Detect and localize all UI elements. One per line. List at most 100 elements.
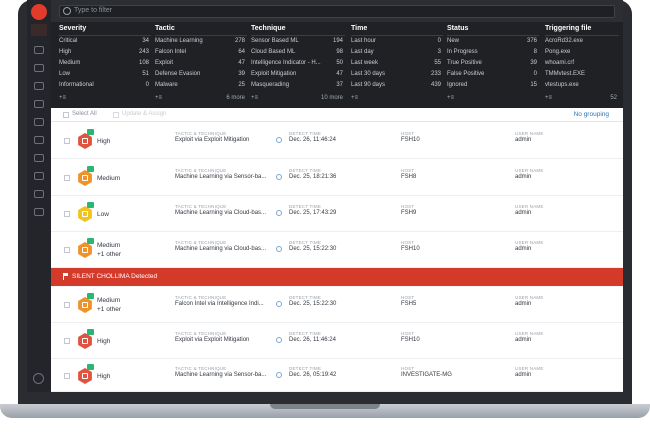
- falcon-logo-icon[interactable]: [31, 4, 47, 20]
- detection-row[interactable]: High TACTIC & TECHNIQUE Machine Learning v…: [51, 359, 623, 392]
- update-assign-button[interactable]: Update & Assign: [122, 111, 167, 117]
- facet-item[interactable]: Pong.exe: [545, 49, 571, 55]
- assign-checkbox[interactable]: [113, 112, 119, 118]
- tactic-value[interactable]: Machine Learning via Cloud-bas...: [175, 246, 267, 252]
- tactic-value[interactable]: Machine Learning via Sensor-ba...: [175, 174, 267, 180]
- facet-item[interactable]: Machine Learning 278: [155, 38, 245, 44]
- facet-item[interactable]: Ignored 15: [447, 82, 537, 88]
- facet-item[interactable]: Falcon Intel 64: [155, 49, 245, 55]
- facet-item[interactable]: True Positive 39: [447, 60, 537, 66]
- info-icon[interactable]: [276, 372, 282, 378]
- chart-nav-icon[interactable]: [34, 100, 44, 108]
- detection-row[interactable]: High TACTIC & TECHNIQUE Exploit via Exploi…: [51, 323, 623, 359]
- time-label: DETECT TIME: [289, 204, 322, 209]
- row-checkbox[interactable]: [64, 247, 70, 253]
- tactic-value[interactable]: Machine Learning via Sensor-ba...: [175, 372, 267, 378]
- facet-item[interactable]: Masquerading 37: [251, 82, 343, 88]
- search-nav-icon[interactable]: [34, 46, 44, 54]
- detection-row[interactable]: Low TACTIC & TECHNIQUE Machine Learning vi…: [51, 196, 623, 232]
- info-icon[interactable]: [276, 210, 282, 216]
- host-value[interactable]: FSH8: [401, 174, 417, 180]
- detection-row[interactable]: Medium +1 other TACTIC & TECHNIQUE Machine …: [51, 232, 623, 268]
- monitor-nav-icon[interactable]: [34, 64, 44, 72]
- facet-item[interactable]: Exploit 47: [155, 60, 245, 66]
- facet-item[interactable]: Critical 34: [59, 38, 149, 44]
- facet-item[interactable]: vtestups.exe: [545, 82, 579, 88]
- facet-item[interactable]: Exploit Mitigation 47: [251, 71, 343, 77]
- add-filter-button[interactable]: +≡: [59, 95, 67, 101]
- facet-panel: Severity Critical 34 High 243 Medium 108 Lo…: [51, 22, 623, 108]
- host-value[interactable]: FSH10: [401, 246, 420, 252]
- info-icon[interactable]: [276, 174, 282, 180]
- facet-item[interactable]: In Progress 8: [447, 49, 537, 55]
- filters-nav-icon[interactable]: [34, 82, 44, 90]
- user-account-icon[interactable]: [33, 373, 44, 384]
- stack-nav-icon[interactable]: [34, 208, 44, 216]
- facet-item[interactable]: Defense Evasion 39: [155, 71, 245, 77]
- facet-item[interactable]: TMMvtest.EXE: [545, 71, 586, 77]
- info-icon[interactable]: [276, 246, 282, 252]
- host-value[interactable]: FSH10: [401, 337, 420, 343]
- facet-item[interactable]: Intelligence Indicator - H... 50: [251, 60, 343, 66]
- tactic-label: TACTIC & TECHNIQUE: [175, 331, 227, 336]
- host-value[interactable]: FSH5: [401, 301, 417, 307]
- facet-item[interactable]: whoami.crf: [545, 60, 575, 66]
- host-value[interactable]: INVESTIGATE-MG: [401, 372, 452, 378]
- facet-item[interactable]: High 243: [59, 49, 149, 55]
- row-checkbox[interactable]: [64, 302, 70, 308]
- facet-item[interactable]: Informational 0: [59, 82, 149, 88]
- facet-item[interactable]: Low 51: [59, 71, 149, 77]
- facet-item[interactable]: Last week 55: [351, 60, 441, 66]
- add-filter-button[interactable]: +≡: [447, 95, 455, 101]
- facet-item[interactable]: False Positive 0: [447, 71, 537, 77]
- facet-item[interactable]: Last hour 0: [351, 38, 441, 44]
- user-value: admin: [515, 246, 532, 252]
- select-all-label[interactable]: Select All: [72, 111, 97, 117]
- grouping-dropdown[interactable]: No grouping: [573, 111, 609, 118]
- facet-title: Status: [447, 25, 539, 36]
- time-value: Dec. 26, 11:46:24: [289, 337, 336, 343]
- select-all-checkbox[interactable]: [63, 112, 69, 118]
- alert-banner[interactable]: SILENT CHOLLIMA Detected: [51, 268, 623, 286]
- network-nav-icon[interactable]: [34, 172, 44, 180]
- list-nav-icon[interactable]: [34, 118, 44, 126]
- facet-item[interactable]: Cloud Based ML 98: [251, 49, 343, 55]
- row-checkbox[interactable]: [64, 338, 70, 344]
- facet-item[interactable]: Last 30 days 233: [351, 71, 441, 77]
- facet-item[interactable]: Malware 25: [155, 82, 245, 88]
- tactic-label: TACTIC & TECHNIQUE: [175, 168, 227, 173]
- info-icon[interactable]: [276, 337, 282, 343]
- tactic-value[interactable]: Machine Learning via Cloud-bas...: [175, 210, 267, 216]
- facet-item[interactable]: Medium 108: [59, 60, 149, 66]
- hierarchy-nav-icon[interactable]: [34, 154, 44, 162]
- add-filter-button[interactable]: +≡: [351, 95, 359, 101]
- row-checkbox[interactable]: [64, 138, 70, 144]
- host-value[interactable]: FSH10: [401, 137, 420, 143]
- filter-input[interactable]: Type to filter: [59, 5, 615, 18]
- facet-item[interactable]: New 376: [447, 38, 537, 44]
- row-checkbox[interactable]: [64, 175, 70, 181]
- facet-item[interactable]: Sensor Based ML 194: [251, 38, 343, 44]
- tactic-value[interactable]: Falcon Intel via Intelligence Indi...: [175, 301, 264, 307]
- users-nav-icon[interactable]: [34, 190, 44, 198]
- detection-row[interactable]: Medium +1 other TACTIC & TECHNIQUE Falcon I…: [51, 287, 623, 323]
- detection-row[interactable]: Medium TACTIC & TECHNIQUE Machine Learning…: [51, 159, 623, 196]
- facet-item[interactable]: Last day 3: [351, 49, 441, 55]
- detection-row[interactable]: High TACTIC & TECHNIQUE Exploit via Exploi…: [51, 122, 623, 159]
- row-checkbox[interactable]: [64, 211, 70, 217]
- tactic-value[interactable]: Exploit via Exploit Mitigation: [175, 337, 250, 343]
- host-label: HOST: [401, 295, 415, 300]
- more-button[interactable]: +≡ 6 more: [155, 95, 245, 101]
- row-checkbox[interactable]: [64, 373, 70, 379]
- facet-item[interactable]: AcroRd32.exe: [545, 38, 584, 44]
- more-button[interactable]: +≡ 52: [545, 95, 617, 101]
- tactic-value[interactable]: Exploit via Exploit Mitigation: [175, 137, 250, 143]
- info-icon[interactable]: [276, 137, 282, 143]
- severity-label: High: [97, 338, 111, 345]
- host-label: HOST: [401, 240, 415, 245]
- facet-item[interactable]: Last 90 days 439: [351, 82, 441, 88]
- more-button[interactable]: +≡ 10 more: [251, 95, 343, 101]
- host-value[interactable]: FSH9: [401, 210, 417, 216]
- info-icon[interactable]: [276, 301, 282, 307]
- host-nav-icon[interactable]: [34, 136, 44, 144]
